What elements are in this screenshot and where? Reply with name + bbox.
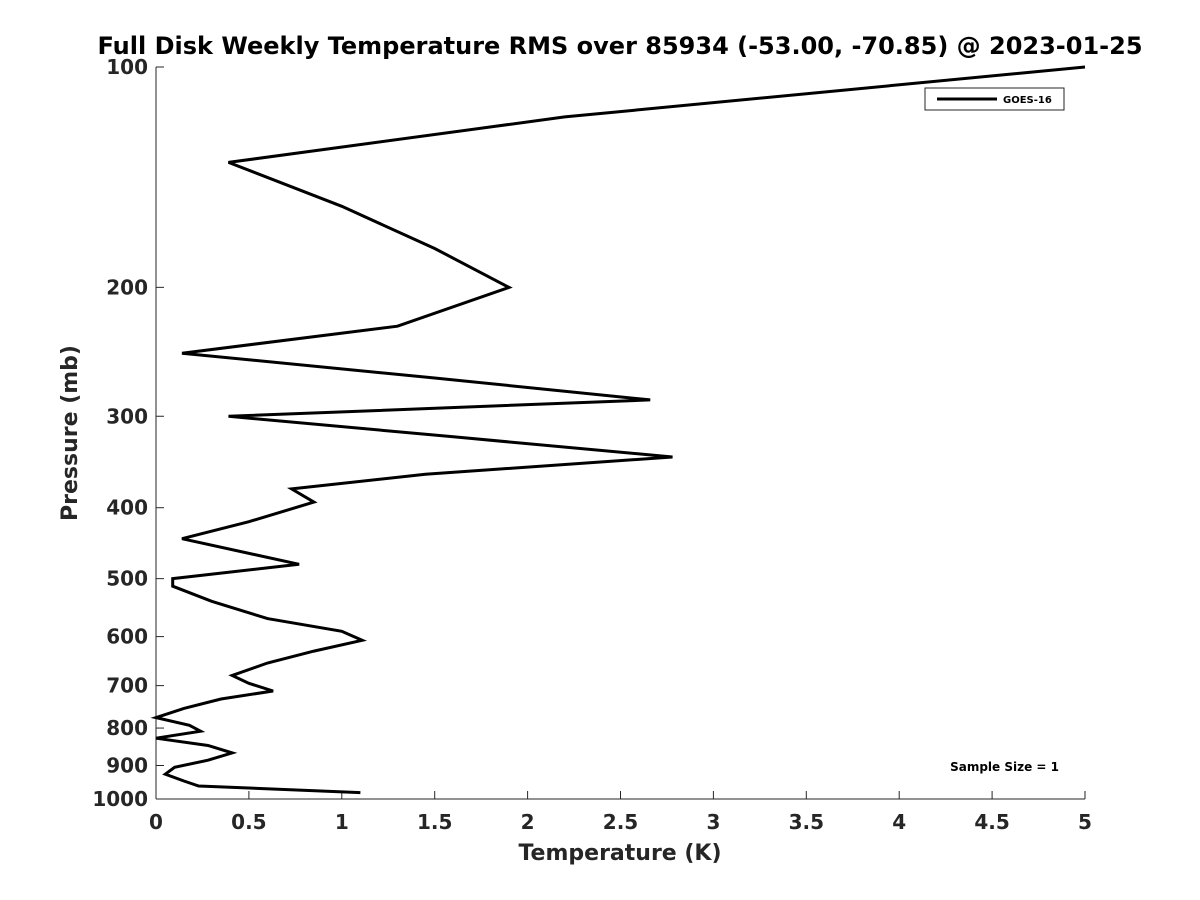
plot-area: 0 0.5 1 1.5 2 2.5 3 3.5 4 4.5 5 100 200 300 400 500 600…	[92, 55, 1092, 834]
x-tick-label: 3	[706, 810, 720, 834]
x-tick-label: 2.5	[603, 810, 638, 834]
y-tick-label: 400	[106, 496, 148, 520]
series-line-goes-16	[150, 65, 1086, 795]
y-tick-label: 100	[106, 55, 148, 79]
x-tick-label: 1	[335, 810, 349, 834]
legend: GOES-16	[924, 87, 1065, 111]
x-tick-label: 0.5	[231, 810, 266, 834]
x-tick-label: 1.5	[417, 810, 452, 834]
y-tick-label: 500	[106, 567, 148, 591]
x-tick-label: 3.5	[789, 810, 824, 834]
y-tick-label: 1000	[92, 787, 148, 811]
sample-size-annotation: Sample Size = 1	[950, 760, 1059, 774]
y-tick-label: 800	[106, 716, 148, 740]
x-tick-label: 5	[1078, 810, 1092, 834]
legend-label: GOES-16	[1003, 95, 1052, 106]
y-tick-label: 600	[106, 625, 148, 649]
x-tick-label: 4.5	[974, 810, 1009, 834]
x-axis-label: Temperature (K)	[518, 841, 721, 866]
y-tick-label: 300	[106, 404, 148, 428]
x-tick-label: 0	[149, 810, 163, 834]
x-tick-label: 4	[892, 810, 906, 834]
y-axis-label: Pressure (mb)	[58, 345, 83, 521]
y-tick-label: 200	[106, 275, 148, 299]
y-tick-label: 700	[106, 674, 148, 698]
chart-title: Full Disk Weekly Temperature RMS over 85…	[97, 32, 1142, 60]
x-tick-label: 2	[521, 810, 535, 834]
y-tick-label: 900	[106, 754, 148, 778]
